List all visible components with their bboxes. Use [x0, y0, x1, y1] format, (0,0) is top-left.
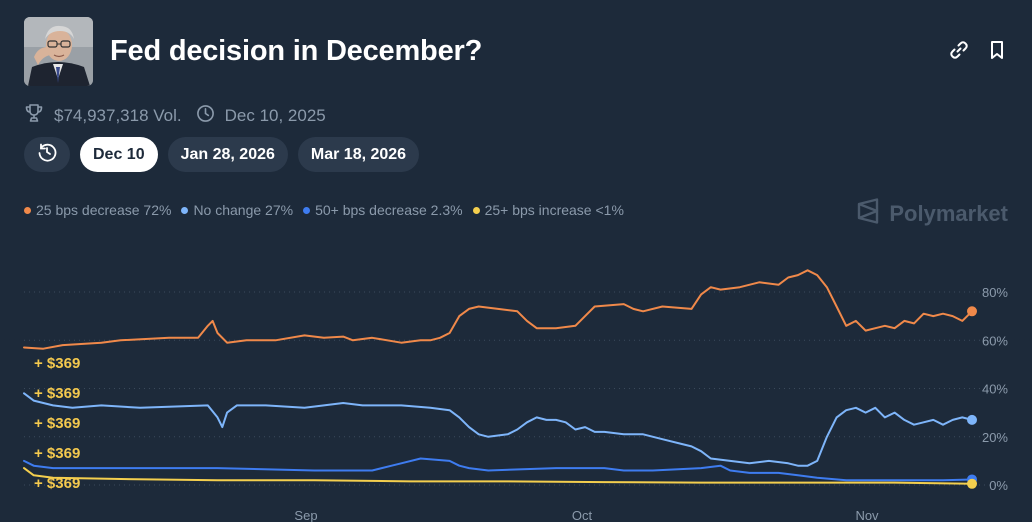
y-tick-label: 0% — [989, 478, 1008, 493]
legend-dot — [472, 206, 480, 214]
y-tick-label: 20% — [982, 430, 1008, 445]
legend-dot — [181, 206, 189, 214]
clock-icon — [196, 104, 215, 128]
legend-item-no-change: No change 27% — [181, 202, 293, 218]
series-endpoint-dot — [967, 306, 977, 317]
brand-name: Polymarket — [889, 201, 1008, 226]
legend-label: No change 27% — [193, 202, 294, 218]
bookmark-icon[interactable] — [986, 39, 1008, 61]
series-line-50-bps-decrease[interactable] — [23, 457, 973, 482]
polymarket-logo-icon — [856, 198, 880, 230]
polymarket-brand: Polymarket — [856, 198, 1008, 230]
header-actions — [948, 39, 1008, 61]
y-tick-label: 80% — [982, 285, 1008, 300]
legend-dot — [303, 206, 311, 214]
series-line-25-bps-increase[interactable] — [23, 467, 973, 485]
y-tick-label: 40% — [982, 382, 1008, 397]
tab-jan-28-2026[interactable]: Jan 28, 2026 — [167, 137, 288, 172]
series-endpoint-dot — [967, 414, 977, 425]
end-date-stat: Dec 10, 2025 — [196, 104, 326, 128]
x-tick-label: Oct — [572, 508, 593, 522]
market-image — [24, 17, 93, 86]
legend-item-50bps-decrease: 50+ bps decrease 2.3% — [303, 202, 463, 218]
chart-legend: 25 bps decrease 72% No change 27% 50+ bp… — [24, 202, 624, 218]
legend-label: 25+ bps increase <1% — [484, 202, 624, 218]
probability-chart[interactable]: + $369 + $369 + $369 + $369 + $369 80% 60% 40%… — [0, 240, 1032, 522]
legend-label: 25 bps decrease 72% — [36, 202, 172, 218]
volume-value: $74,937,318 Vol. — [54, 105, 182, 125]
end-date-value: Dec 10, 2025 — [224, 105, 326, 125]
series-line-25-bps-decrease[interactable] — [23, 269, 973, 350]
x-tick-label: Sep — [294, 508, 317, 522]
series-endpoint-dot — [967, 478, 977, 489]
legend-label: 50+ bps decrease 2.3% — [315, 202, 463, 218]
trade-annotation: + $369 — [34, 445, 80, 462]
trade-annotation: + $369 — [34, 415, 80, 432]
market-meta: $74,937,318 Vol. Dec 10, 2025 — [24, 103, 340, 128]
trade-annotation: + $369 — [34, 385, 80, 402]
tab-dec-10[interactable]: Dec 10 — [80, 137, 158, 172]
market-title: Fed decision in December? — [110, 35, 483, 67]
history-button[interactable] — [24, 137, 70, 172]
trade-annotation: + $369 — [34, 355, 80, 372]
series-line-no-change[interactable] — [23, 392, 973, 467]
history-icon — [37, 142, 57, 167]
legend-dot — [24, 206, 31, 214]
trophy-icon — [24, 103, 44, 128]
trade-annotation: + $369 — [34, 475, 80, 492]
date-tabs: Dec 10 Jan 28, 2026 Mar 18, 2026 — [24, 137, 420, 172]
x-tick-label: Nov — [855, 508, 879, 522]
tab-mar-18-2026[interactable]: Mar 18, 2026 — [297, 137, 420, 172]
volume-stat: $74,937,318 Vol. — [24, 103, 182, 128]
legend-item-25bps-decrease: 25 bps decrease 72% — [24, 202, 171, 218]
market-header: Fed decision in December? — [24, 17, 1008, 87]
y-tick-label: 60% — [982, 333, 1008, 348]
legend-item-25bps-increase: 25+ bps increase <1% — [472, 202, 624, 218]
link-icon[interactable] — [948, 39, 970, 61]
